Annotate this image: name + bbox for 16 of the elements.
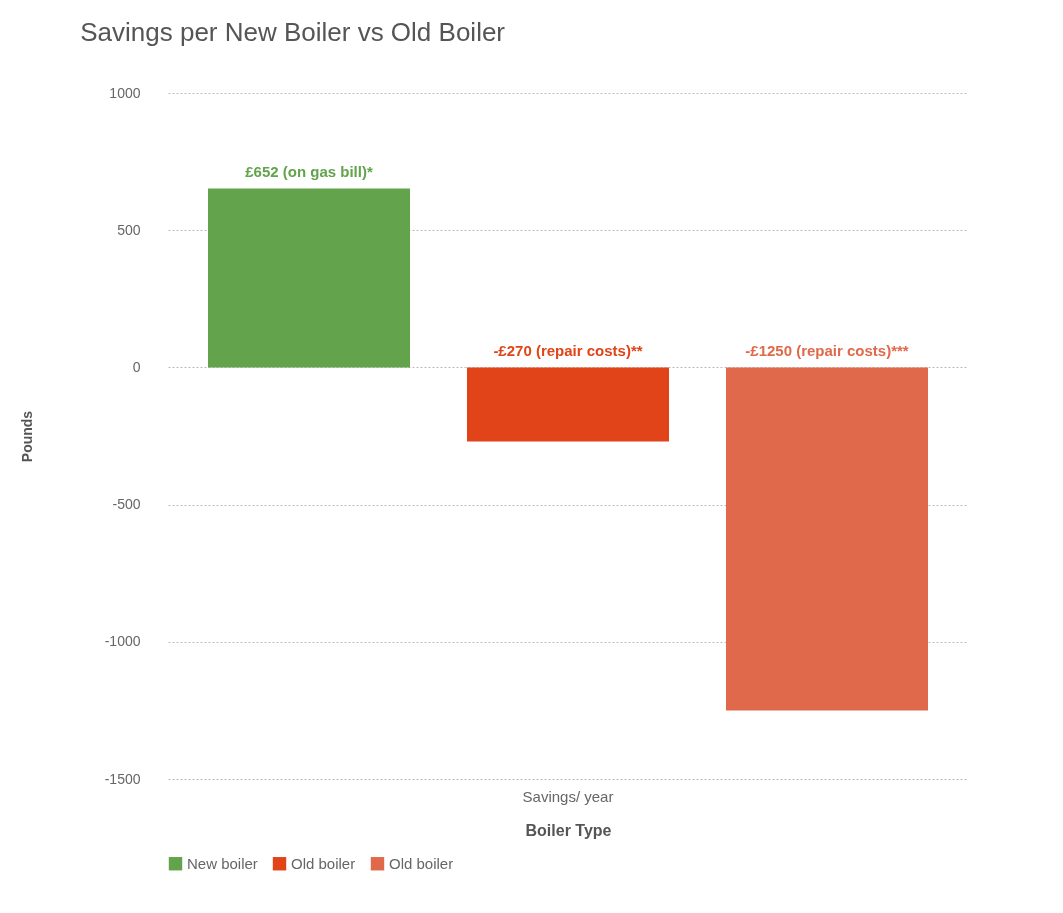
data-label: -£270 (repair costs)**	[493, 342, 643, 360]
chart-title: Savings per New Boiler vs Old Boiler	[80, 17, 506, 47]
x-axis-title: Boiler Type	[525, 821, 612, 839]
x-tick-label: Savings/ year	[522, 787, 614, 805]
legend-label: Old boiler	[291, 854, 356, 872]
legend-label: Old boiler	[389, 854, 454, 872]
data-label: -£1250 (repair costs)***	[745, 342, 909, 360]
y-tick-label: -1500	[104, 770, 141, 787]
y-tick-label: 0	[132, 358, 141, 375]
data-label: £652 (on gas bill)*	[245, 163, 373, 181]
y-tick-label: -1000	[104, 633, 141, 650]
y-tick-label: -500	[112, 496, 141, 513]
y-tick-label: 1000	[109, 84, 141, 101]
y-axis-title: Pounds	[18, 410, 35, 463]
legend-label: New boiler	[187, 854, 258, 872]
y-tick-label: 500	[117, 221, 141, 238]
